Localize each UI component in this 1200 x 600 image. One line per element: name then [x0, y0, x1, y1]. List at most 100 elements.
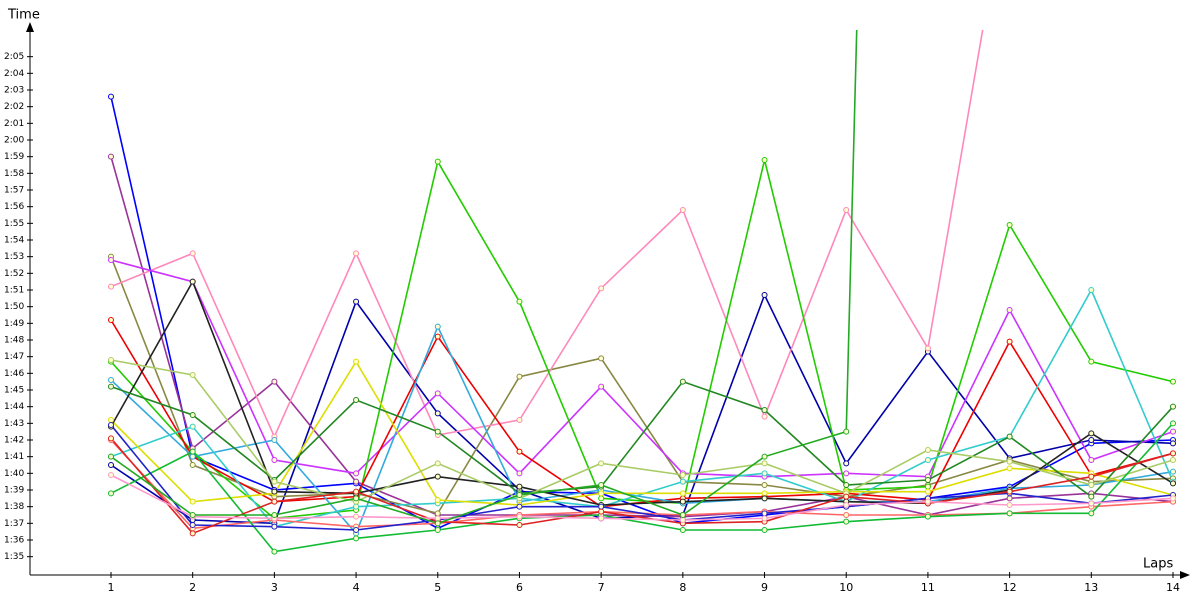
y-tick-label: 1:59: [4, 152, 24, 162]
series-point: [761, 495, 768, 502]
series-point: [107, 317, 114, 323]
series-point: [598, 383, 605, 390]
series-point: [598, 285, 605, 292]
series-point: [1170, 480, 1176, 487]
y-tick-label: 1:54: [4, 236, 24, 246]
y-axis-arrow: [26, 22, 34, 32]
series-point: [353, 495, 360, 502]
series-line: [110, 422, 1174, 553]
series-point: [843, 428, 850, 435]
series-point: [761, 460, 768, 467]
series-point: [924, 488, 931, 495]
x-tick-label: 1: [107, 581, 114, 594]
series-point: [271, 512, 278, 518]
series-point: [189, 448, 196, 455]
series-point: [107, 377, 114, 383]
series-point: [761, 515, 768, 522]
series-point: [189, 372, 196, 378]
series-point: [761, 470, 768, 477]
series-line: [110, 360, 1174, 506]
series-point: [107, 490, 114, 497]
series-point: [271, 437, 278, 443]
y-tick-label: 2:01: [4, 119, 24, 129]
series-point: [598, 495, 605, 502]
y-tick-label: 1:50: [4, 302, 24, 312]
series-point: [271, 488, 278, 495]
series-point: [107, 357, 114, 363]
series-point: [189, 250, 196, 257]
series-point: [1170, 403, 1176, 410]
series-line: [110, 159, 1174, 520]
series-point: [1088, 430, 1095, 437]
y-tick-label: 1:37: [4, 519, 24, 529]
series-point: [1088, 482, 1095, 488]
series-line: [110, 156, 1174, 518]
series-point: [107, 417, 114, 423]
series-point: [1170, 420, 1176, 427]
series-point: [598, 460, 605, 467]
series-point: [1006, 307, 1013, 313]
series-point: [189, 498, 196, 505]
series-point: [679, 517, 686, 523]
series-point: [516, 470, 523, 477]
series-point: [107, 462, 114, 468]
y-tick-label: 1:49: [4, 319, 24, 329]
series-point: [679, 490, 686, 497]
series-point: [1006, 495, 1013, 502]
y-tick-label: 2:00: [4, 136, 24, 146]
series-point: [679, 478, 686, 485]
series-point: [924, 498, 931, 505]
series-line: [110, 96, 1174, 530]
series-line: [110, 437, 1174, 535]
series-point: [434, 497, 441, 503]
series-point: [516, 448, 523, 455]
series-line: [110, 319, 1174, 508]
series-point: [516, 417, 523, 423]
series-point: [1088, 473, 1095, 480]
series-point: [1088, 510, 1095, 517]
series-point: [679, 472, 686, 478]
series-point: [1006, 510, 1013, 517]
series-point: [924, 513, 931, 520]
series-point: [353, 488, 360, 495]
x-tick-label: 13: [1084, 581, 1098, 594]
series-point: [271, 548, 278, 555]
series-point: [1088, 358, 1095, 365]
series-point: [516, 503, 523, 510]
y-tick-label: 1:42: [4, 436, 24, 446]
series-point: [1170, 440, 1176, 447]
series-point: [271, 498, 278, 505]
y-tick-label: 2:05: [4, 52, 24, 62]
x-tick-label: 14: [1166, 581, 1180, 594]
series-point: [353, 358, 360, 365]
series-point: [107, 472, 114, 478]
x-tick-label: 12: [1003, 581, 1017, 594]
series-point: [761, 527, 768, 533]
y-tick-label: 1:45: [4, 386, 24, 396]
series-point: [1006, 465, 1013, 472]
series-point: [843, 512, 850, 518]
series-line: [110, 279, 1174, 506]
y-tick-label: 1:58: [4, 169, 24, 179]
series-point: [761, 510, 768, 517]
series-line: [110, 474, 1174, 521]
series-point: [761, 453, 768, 460]
series-point: [924, 483, 931, 490]
series-point: [107, 93, 114, 100]
series-line: [110, 259, 1174, 478]
series-point: [434, 520, 441, 527]
y-tick-label: 2:03: [4, 86, 24, 96]
series-point: [353, 535, 360, 542]
series-point: [679, 512, 686, 518]
series-point: [924, 457, 931, 463]
series-point: [924, 345, 931, 352]
series-point: [1006, 222, 1013, 228]
series-point: [189, 412, 196, 418]
series-point: [1170, 450, 1176, 457]
series-point: [761, 292, 768, 298]
series-point: [843, 460, 850, 467]
series-point: [598, 482, 605, 488]
y-tick-label: 2:04: [4, 69, 24, 79]
series-point: [189, 512, 196, 518]
series-point: [598, 515, 605, 522]
